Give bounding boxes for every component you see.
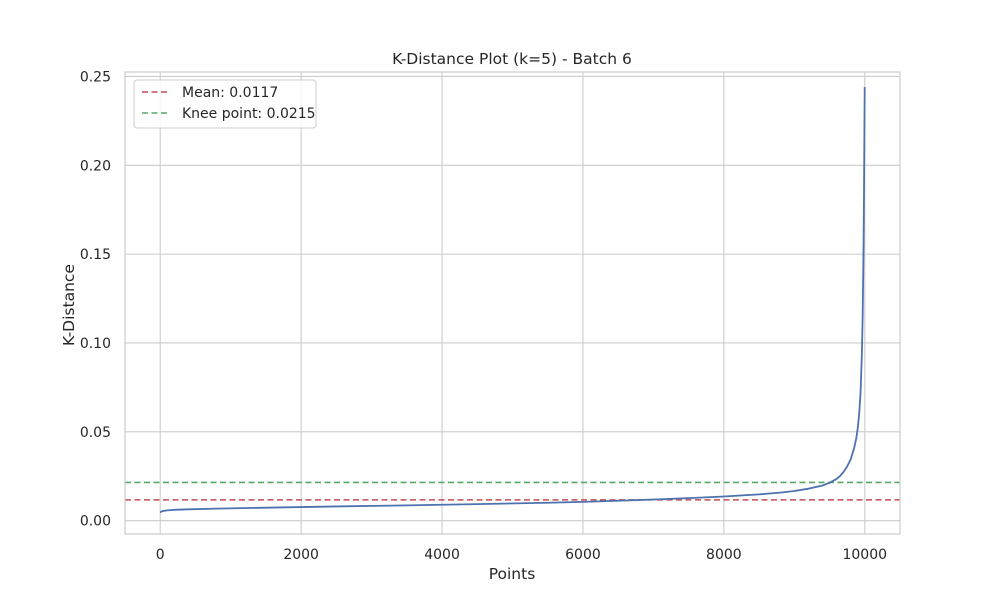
y-tick-label: 0.20 bbox=[80, 158, 111, 174]
y-tick-label: 0.10 bbox=[80, 336, 111, 352]
k-distance-line bbox=[159, 87, 866, 514]
legend-label-mean: Mean: 0.0117 bbox=[182, 85, 278, 101]
series-group bbox=[159, 87, 866, 514]
x-tick-label: 10000 bbox=[842, 547, 887, 563]
x-axis-label: Points bbox=[489, 565, 536, 583]
y-tick-labels: 0.00 0.05 0.10 0.15 0.20 0.25 bbox=[80, 69, 111, 529]
legend-box bbox=[133, 79, 317, 129]
y-tick-label: 0.25 bbox=[80, 69, 111, 85]
y-tick-label: 0.00 bbox=[80, 514, 111, 530]
legend-label-knee: Knee point: 0.0215 bbox=[182, 106, 316, 122]
y-tick-label: 0.05 bbox=[80, 425, 111, 441]
x-tick-label: 6000 bbox=[565, 547, 601, 563]
x-tick-label: 2000 bbox=[283, 547, 319, 563]
plot-area bbox=[125, 72, 900, 534]
x-tick-label: 8000 bbox=[706, 547, 742, 563]
plot-frame bbox=[124, 71, 901, 535]
chart-title: K-Distance Plot (k=5) - Batch 6 bbox=[392, 50, 632, 68]
y-axis-label: K-Distance bbox=[60, 264, 78, 346]
x-tick-labels: 0 2000 4000 6000 8000 10000 bbox=[156, 547, 887, 563]
y-tick-label: 0.15 bbox=[80, 247, 111, 263]
legend: Mean: 0.0117 Knee point: 0.0215 bbox=[133, 79, 317, 129]
x-tick-label: 4000 bbox=[424, 547, 460, 563]
reference-lines bbox=[125, 481, 900, 501]
x-tick-label: 0 bbox=[156, 547, 165, 563]
